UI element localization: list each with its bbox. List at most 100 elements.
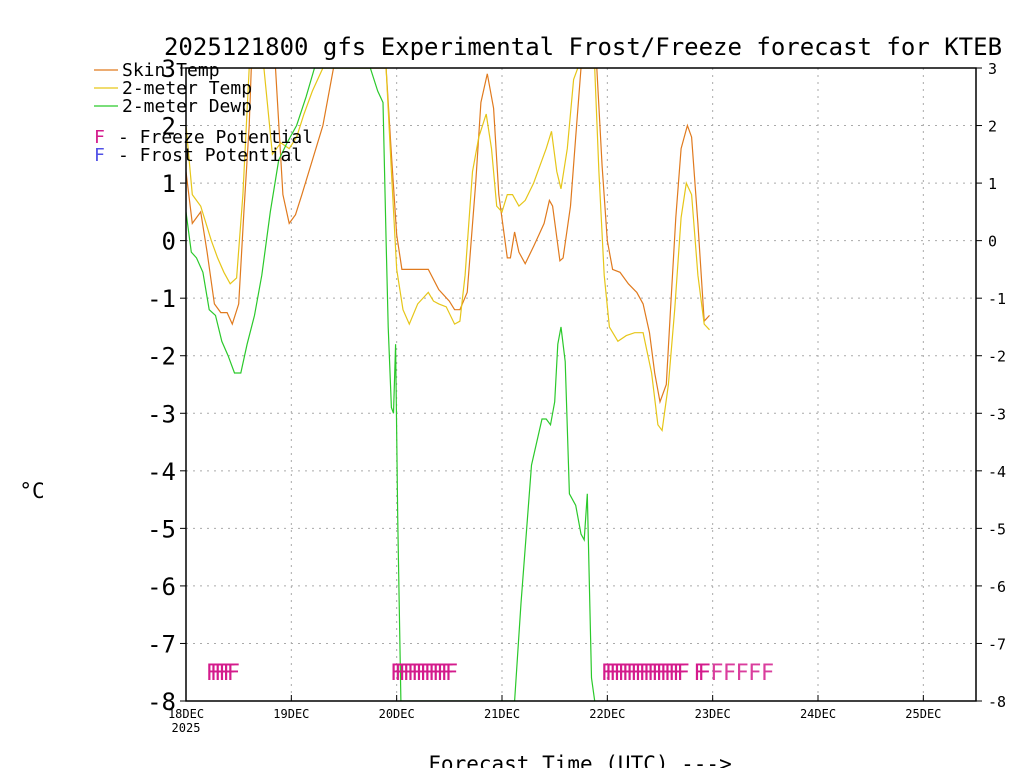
freeze-marker: F [630, 661, 643, 686]
faint_freeze-marker: F [736, 661, 749, 686]
freeze-marker: F [634, 661, 647, 686]
freeze-marker: F [613, 661, 626, 686]
series-line-2-meter-temp [186, 68, 710, 433]
freeze-marker: F [394, 661, 407, 686]
y-tick-label-right: 1 [988, 175, 997, 193]
legend-label: 2-meter Dewp [122, 96, 252, 117]
y-tick-label-left: -4 [147, 458, 176, 486]
freeze-marker: F [601, 661, 614, 686]
y-tick-label-left: -5 [147, 515, 176, 543]
freeze-marker: F [605, 661, 618, 686]
series-line-2-meter-dewp [186, 68, 596, 701]
x-axis-label: Forecast Time (UTC) ---> [428, 752, 731, 768]
y-axis-label: °C [19, 479, 44, 503]
x-tick-label: 21DEC [484, 707, 520, 721]
y-tick-label-right: -8 [988, 693, 1006, 711]
y-tick-label-left: 1 [162, 170, 176, 198]
freeze-marker: F [698, 661, 711, 686]
legend-marker-symbol: F [94, 127, 105, 148]
faint_freeze-marker: F [710, 661, 723, 686]
x-tick-sublabel: 2025 [172, 721, 201, 735]
y-tick-label-right: -2 [988, 348, 1006, 366]
legend-label: Skin Temp [122, 60, 220, 81]
freeze-marker: F [227, 661, 240, 686]
freeze-marker: F [664, 661, 677, 686]
x-tick-label: 18DEC [168, 707, 204, 721]
freeze-marker: F [672, 661, 685, 686]
y-tick-label-left: -3 [147, 400, 176, 428]
x-tick-label: 25DEC [905, 707, 941, 721]
freeze-marker: F [214, 661, 227, 686]
freeze-marker: F [647, 661, 660, 686]
x-tick-label: 20DEC [379, 707, 415, 721]
y-tick-label-left: 3 [162, 55, 176, 83]
y-tick-label-right: 3 [988, 60, 997, 78]
freeze-marker: F [420, 661, 433, 686]
freeze-marker: F [223, 661, 236, 686]
series-lines [186, 68, 710, 701]
legend-marker-label: - Frost Potential [118, 145, 302, 166]
freeze-marker: F [655, 661, 668, 686]
series-line-skin-temp [186, 68, 710, 405]
y-tick-label-right: -4 [988, 463, 1006, 481]
freeze-marker: F [445, 661, 458, 686]
freeze-marker: F [677, 661, 690, 686]
freeze-marker: F [609, 661, 622, 686]
y-tick-label-right: -3 [988, 405, 1006, 423]
x-tick-label: 19DEC [273, 707, 309, 721]
freeze-marker: F [206, 661, 219, 686]
freeze-marker: F [403, 661, 416, 686]
y-tick-label-right: 0 [988, 233, 997, 251]
freeze-marker: F [407, 661, 420, 686]
freeze-marker: F [411, 661, 424, 686]
freeze-marker: F [618, 661, 631, 686]
legend-label: 2-meter Temp [122, 78, 252, 99]
grid-lines [186, 68, 976, 701]
legend-marker-label: - Freeze Potential [118, 127, 313, 148]
x-tick-label: 23DEC [695, 707, 731, 721]
freeze-marker: F [651, 661, 664, 686]
freeze-marker: F [441, 661, 454, 686]
freeze-marker: F [415, 661, 428, 686]
legend-marker-symbol: F [94, 145, 105, 166]
plot-frame [185, 67, 977, 702]
x-tick-label: 24DEC [800, 707, 836, 721]
y-tick-label-left: -7 [147, 630, 176, 658]
freeze-marker: F [639, 661, 652, 686]
faint_freeze-marker: F [761, 661, 774, 686]
freeze-marker: F [436, 661, 449, 686]
y-tick-label-right: -6 [988, 578, 1006, 596]
faint_freeze-marker: F [748, 661, 761, 686]
y-tick-label-right: -1 [988, 290, 1006, 308]
y-tick-label-right: 2 [988, 118, 997, 136]
chart-title: 2025121800 gfs Experimental Frost/Freeze… [164, 33, 1002, 61]
faint_freeze-marker: F [723, 661, 736, 686]
freeze-marker: F [398, 661, 411, 686]
freeze-marker: F [626, 661, 639, 686]
y-tick-label-left: -6 [147, 573, 176, 601]
freeze-marker: F [218, 661, 231, 686]
freeze-marker: F [424, 661, 437, 686]
freeze-marker: F [660, 661, 673, 686]
y-tick-label-left: -8 [147, 688, 176, 716]
y-tick-label-left: -1 [147, 285, 176, 313]
y-tick-label-left: -2 [147, 343, 176, 371]
y-tick-label-right: -7 [988, 635, 1006, 653]
y-tick-label-left: 0 [162, 228, 176, 256]
freeze-marker: F [643, 661, 656, 686]
x-tick-label: 22DEC [589, 707, 625, 721]
freeze-marker: F [390, 661, 403, 686]
y-tick-label-left: 2 [162, 113, 176, 141]
freeze-marker: F [668, 661, 681, 686]
freeze-marker: F [622, 661, 635, 686]
freeze-marker: F [693, 661, 706, 686]
y-tick-label-right: -5 [988, 520, 1006, 538]
freeze-marker: F [428, 661, 441, 686]
freeze-marker: F [210, 661, 223, 686]
freeze-marker: F [432, 661, 445, 686]
y-axis-ticks: 3 3 2 2 1 1 0 0 -1 -1 -2 -2 -3 -3 -4 -4 -5 -5 -6 -6 -7 -7 -8 -8 [147, 55, 1006, 716]
